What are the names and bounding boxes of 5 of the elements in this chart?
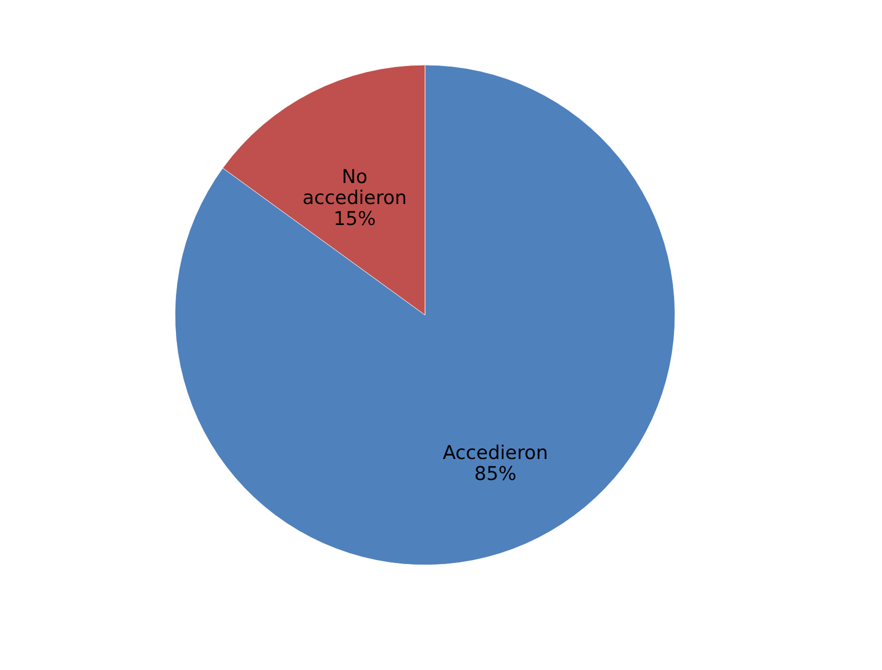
pie-slice	[174, 64, 675, 566]
data-label: 15%	[334, 208, 376, 230]
data-label: 85%	[474, 463, 516, 486]
slice-label: Accedieron	[442, 442, 548, 464]
slice-label: No accedieron	[302, 166, 407, 209]
